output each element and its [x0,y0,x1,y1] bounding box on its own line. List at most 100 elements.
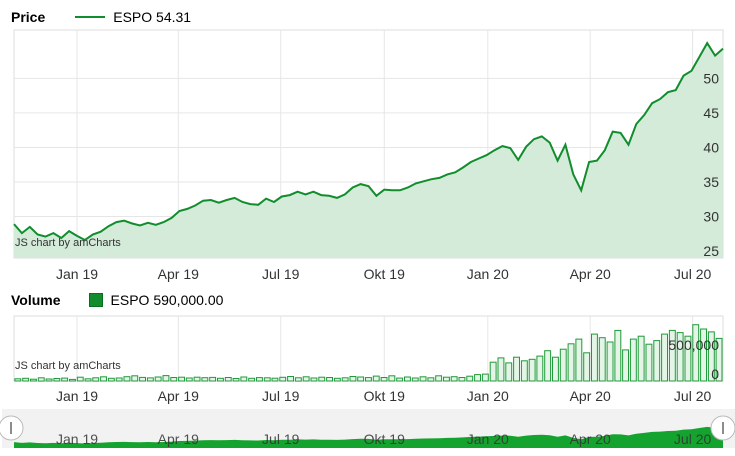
scrollbar[interactable]: Jan 19 Apr 19 Jul 19 Okt 19 Jan 20 Apr 20 Jul … [0,409,735,448]
volume-bar[interactable] [14,378,22,382]
volume-bar[interactable] [22,377,30,382]
volume-bar[interactable] [318,376,326,382]
volume-bar[interactable] [629,338,637,382]
volume-bar[interactable] [536,355,544,382]
volume-bar[interactable] [123,376,131,382]
volume-bar[interactable] [294,377,302,382]
volume-bar[interactable] [341,377,349,382]
volume-bar[interactable] [185,377,193,382]
price-legend-marker[interactable] [75,16,106,18]
volume-credit[interactable]: JS chart by amCharts [15,360,121,372]
volume-bar[interactable] [310,377,318,382]
volume-bar[interactable] [170,377,178,382]
volume-bar[interactable] [583,352,591,382]
volume-bar[interactable] [435,375,443,382]
volume-bar[interactable] [201,377,209,382]
volume-bar[interactable] [232,378,240,382]
volume-bar[interactable] [240,376,248,382]
volume-bar[interactable] [692,324,700,382]
price-legend-label[interactable]: ESPO 54.31 [113,9,192,25]
volume-bar[interactable] [700,328,707,382]
volume-bar[interactable] [544,350,552,382]
volume-bar[interactable] [115,377,123,382]
volume-bar[interactable] [481,373,489,382]
volume-bar[interactable] [30,378,37,382]
volume-bar[interactable] [653,340,661,382]
volume-bar[interactable] [271,377,279,382]
volume-bar[interactable] [349,376,357,382]
volume-bar[interactable] [622,349,629,382]
volume-bar[interactable] [61,377,69,382]
volume-bar[interactable] [606,341,614,382]
volume-bar[interactable] [326,377,334,382]
volume-bar[interactable] [489,361,497,382]
volume-bar[interactable] [450,376,458,382]
price-credit[interactable]: JS chart by amCharts [15,237,121,249]
volume-bar[interactable] [443,376,450,382]
volume-bar[interactable] [139,376,147,382]
volume-bar[interactable] [715,337,723,382]
volume-bar[interactable] [505,362,513,382]
volume-bar[interactable] [598,337,606,382]
volume-bar[interactable] [53,378,61,382]
volume-bar[interactable] [107,377,115,382]
volume-bar[interactable] [497,357,505,382]
volume-bar[interactable] [69,378,76,382]
volume-bar[interactable] [263,377,271,382]
volume-bar[interactable] [567,343,575,382]
volume-bar[interactable] [458,377,466,382]
volume-bar[interactable] [193,376,201,382]
volume-bar[interactable] [256,377,263,382]
volume-bar[interactable] [427,377,435,382]
volume-bar[interactable] [76,376,84,382]
volume-bar[interactable] [279,376,287,382]
volume-bar[interactable] [404,376,411,382]
volume-bar[interactable] [45,378,53,382]
volume-bar[interactable] [209,376,217,382]
volume-bar[interactable] [474,374,482,382]
volume-bar[interactable] [37,377,45,382]
volume-bar[interactable] [645,343,653,382]
volume-bar[interactable] [419,376,427,382]
volume-bar[interactable] [162,375,170,382]
volume-bar[interactable] [637,335,645,382]
volume-bar[interactable] [396,377,404,382]
volume-legend-marker[interactable] [88,293,103,307]
volume-bar[interactable] [333,377,341,382]
volume-bar[interactable] [84,378,92,382]
volume-bar[interactable] [248,377,256,382]
volume-bar[interactable] [287,376,295,382]
volume-bar[interactable] [707,331,715,382]
volume-bar[interactable] [661,333,668,382]
volume-bar[interactable] [154,376,162,382]
volume-bar[interactable] [614,329,622,382]
volume-bar[interactable] [146,377,154,382]
volume-bar[interactable] [388,375,396,382]
volume-bar[interactable] [559,348,567,382]
volume-bar[interactable] [224,377,232,382]
volume-bar[interactable] [676,332,684,382]
volume-bar[interactable] [668,329,676,382]
scrollbar-left-grip[interactable] [0,415,24,441]
volume-bar[interactable] [365,377,372,382]
volume-bar[interactable] [591,333,598,382]
volume-bar[interactable] [528,358,536,382]
scrollbar-right-grip[interactable] [710,415,735,441]
volume-bar[interactable] [217,377,224,382]
volume-bar[interactable] [92,377,100,382]
volume-bar[interactable] [178,376,186,382]
volume-legend-label[interactable]: ESPO 590,000.00 [110,292,224,308]
volume-bar[interactable] [302,376,310,382]
volume-bar[interactable] [552,356,559,382]
volume-bar[interactable] [684,335,692,382]
volume-bar[interactable] [380,377,388,382]
volume-bar[interactable] [357,376,365,382]
volume-bar[interactable] [513,356,520,382]
volume-bar[interactable] [131,375,139,382]
volume-bar[interactable] [100,376,107,382]
volume-bar[interactable] [466,375,474,382]
volume-bar[interactable] [411,377,419,382]
volume-bar[interactable] [520,360,528,382]
volume-bar[interactable] [372,375,380,382]
